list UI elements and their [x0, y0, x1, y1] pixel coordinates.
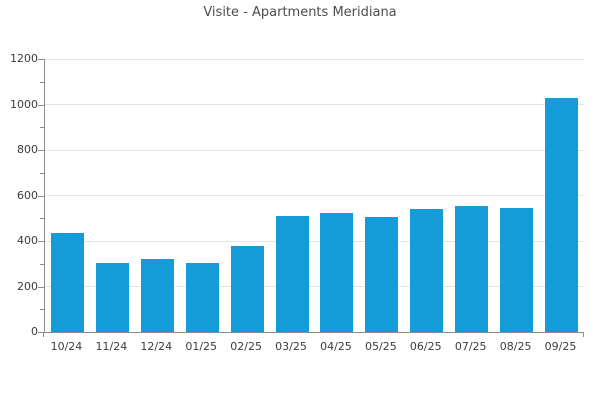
- gridline: [45, 195, 584, 196]
- y-axis-tick-label: 400: [17, 234, 38, 247]
- y-axis-tick-label: 0: [31, 325, 38, 338]
- y-axis-major-tick: [38, 150, 44, 151]
- y-axis-minor-tick: [40, 263, 44, 265]
- x-axis-tick-label: 05/25: [365, 340, 397, 353]
- x-axis-tick-label: 12/24: [140, 340, 173, 353]
- bar: [455, 205, 489, 332]
- y-axis-tick-label: 200: [17, 279, 38, 293]
- bar: [410, 209, 444, 332]
- x-axis-end-tick: [43, 333, 44, 337]
- y-axis-major-tick: [38, 286, 44, 288]
- y-axis-minor-tick: [40, 127, 44, 129]
- x-axis-tick-label: 09/25: [544, 340, 577, 353]
- x-axis-end-tick: [583, 333, 584, 337]
- bar: [140, 259, 174, 332]
- gridline: [45, 286, 584, 287]
- y-axis-minor-tick: [40, 218, 44, 220]
- bar: [275, 215, 309, 332]
- x-axis-tick-label: 10/24: [50, 340, 83, 353]
- bar: [185, 262, 219, 332]
- y-axis-tick-label: 1200: [10, 52, 38, 65]
- x-axis-tick-label: 03/25: [275, 340, 307, 353]
- y-axis-minor-tick: [40, 81, 44, 83]
- y-axis-major-tick: [38, 104, 44, 106]
- x-axis-tick-label: 11/24: [95, 340, 128, 353]
- bar: [545, 97, 579, 332]
- x-axis-tick-label: 04/25: [320, 340, 352, 353]
- y-axis-major-tick: [38, 241, 44, 242]
- gridline: [45, 104, 584, 105]
- y-axis-minor-tick: [40, 172, 44, 174]
- x-axis-tick-label: 01/25: [185, 340, 218, 353]
- bar: [50, 233, 84, 332]
- x-axis-tick-label: 08/25: [499, 340, 532, 353]
- gridline: [45, 58, 584, 60]
- y-axis-tick-label: 600: [17, 188, 38, 202]
- bar: [500, 208, 534, 332]
- x-axis-tick-label: 07/25: [454, 340, 487, 353]
- x-axis-tick-label: 06/25: [409, 340, 442, 353]
- bar: [95, 262, 129, 332]
- x-axis-tick-label: 02/25: [230, 340, 262, 353]
- bar: [320, 212, 354, 332]
- gridline: [45, 240, 584, 242]
- y-axis-major-tick: [38, 59, 44, 60]
- y-axis-major-tick: [38, 332, 44, 333]
- chart-title: Visite - Apartments Meridiana: [203, 5, 397, 20]
- y-axis-tick-label: 800: [17, 143, 38, 156]
- y-axis-major-tick: [38, 195, 44, 197]
- y-axis-tick-label: 1000: [10, 97, 38, 111]
- gridline: [45, 149, 584, 151]
- bar: [365, 217, 399, 332]
- bar: [230, 245, 264, 332]
- plot-area: [44, 58, 584, 333]
- y-axis-minor-tick: [40, 309, 44, 311]
